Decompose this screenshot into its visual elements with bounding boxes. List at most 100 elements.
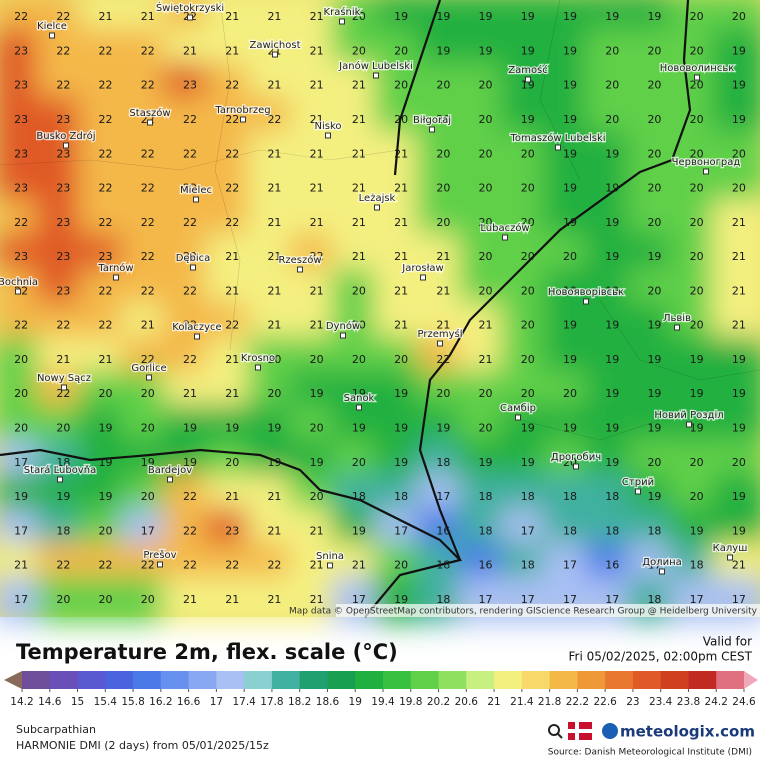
scale-swatch [355,671,384,689]
scale-swatch [105,671,134,689]
city-label: Tarnobrzeg [214,105,270,116]
temperature-value: 21 [479,319,493,332]
temperature-value: 22 [99,44,113,57]
temperature-value: 20 [352,456,366,469]
city-marker [49,32,55,39]
temperature-value: 21 [310,216,324,229]
scale-swatch [133,671,162,689]
temperature-value: 22 [183,490,197,503]
city-label: Долина [642,557,682,568]
temperature-value: 21 [267,216,281,229]
city-label: Dynów [326,320,360,332]
temperature-value: 22 [14,216,28,229]
scale-swatch [216,671,245,689]
temperature-value: 19 [479,456,493,469]
temperature-value: 20 [436,182,450,195]
temperature-value: 19 [563,353,577,366]
temperature-value: 22 [183,113,197,126]
temperature-value: 22 [225,559,239,572]
temperature-value: 18 [690,559,704,572]
temperature-value: 22 [141,250,155,263]
temperature-value: 18 [479,490,493,503]
region-border [393,0,442,176]
temperature-value: 22 [141,284,155,297]
temperature-value: 19 [690,421,704,434]
temperature-value: 21 [56,353,70,366]
city-marker [583,298,589,305]
temperature-value: 19 [732,490,746,503]
city-label: Tarnów [97,262,133,274]
temperature-value: 20 [14,353,28,366]
temperature-value: 18 [352,490,366,503]
temperature-value: 19 [732,421,746,434]
brand[interactable]: meteologix.com [620,723,755,741]
scale-label: 17.4 [232,696,256,708]
city-marker [437,340,443,347]
temperature-value: 22 [225,113,239,126]
city-marker [167,476,173,483]
temperature-value: 22 [183,182,197,195]
temperature-value: 21 [310,182,324,195]
city-label: Sanok [344,393,375,404]
city-label: Lubaczów [480,222,529,234]
temperature-value: 19 [99,490,113,503]
city-label: Janów Lubelski [338,60,413,72]
scale-label: 21.4 [510,696,534,708]
temperature-value: 19 [690,353,704,366]
model-run: HARMONIE DMI (2 days) from 05/01/2025/15… [16,739,269,752]
temperature-value: 22 [14,10,28,23]
temperature-value: 22 [141,353,155,366]
scale-label: 14.2 [10,696,33,708]
temperature-value: 21 [267,79,281,92]
temperature-value: 19 [605,250,619,263]
search-icon[interactable] [548,724,563,739]
city-marker [356,404,362,411]
temperature-value: 20 [521,182,535,195]
temperature-value: 19 [352,524,366,537]
temperature-value: 19 [605,284,619,297]
temperature-value: 21 [225,284,239,297]
temperature-value: 20 [394,559,408,572]
city-marker [327,562,333,569]
scale-label: 24.2 [705,696,728,708]
temperature-value: 16 [436,524,450,537]
city-marker [694,74,700,81]
temperature-value: 22 [310,250,324,263]
temperature-value: 21 [267,182,281,195]
temperature-value: 22 [99,79,113,92]
city-marker [272,51,278,58]
city-label: Червоноград [672,157,741,168]
temperature-value: 20 [690,216,704,229]
temperature-value: 21 [267,284,281,297]
temperature-value: 21 [141,319,155,332]
city-marker [57,476,63,483]
temperature-value: 19 [563,421,577,434]
temperature-value: 22 [99,319,113,332]
temperature-value: 19 [436,10,450,23]
temperature-value: 17 [479,593,493,606]
city-marker [502,234,508,241]
temperature-value: 20 [352,284,366,297]
temperature-value: 20 [394,44,408,57]
poland-ukraine-border [418,0,692,561]
temperature-value: 17 [647,559,661,572]
temperature-value: 20 [436,216,450,229]
temperature-value: 18 [479,524,493,537]
temperature-value: 20 [141,593,155,606]
temperature-value: 19 [99,421,113,434]
temperature-value: 22 [225,147,239,160]
temperature-value: 21 [267,319,281,332]
temperature-value: 19 [436,421,450,434]
temperature-value: 18 [394,490,408,503]
temperature-value: 19 [732,113,746,126]
city-marker [255,364,261,371]
temperature-value: 17 [563,559,577,572]
temperature-value: 20 [436,387,450,400]
city-label: Biłgoraj [413,115,451,126]
city-marker [373,72,379,79]
temperature-value: 23 [56,250,70,263]
temperature-value: 19 [563,319,577,332]
temperature-value: 20 [436,147,450,160]
temperature-value: 22 [56,319,70,332]
temperature-value: 21 [732,216,746,229]
